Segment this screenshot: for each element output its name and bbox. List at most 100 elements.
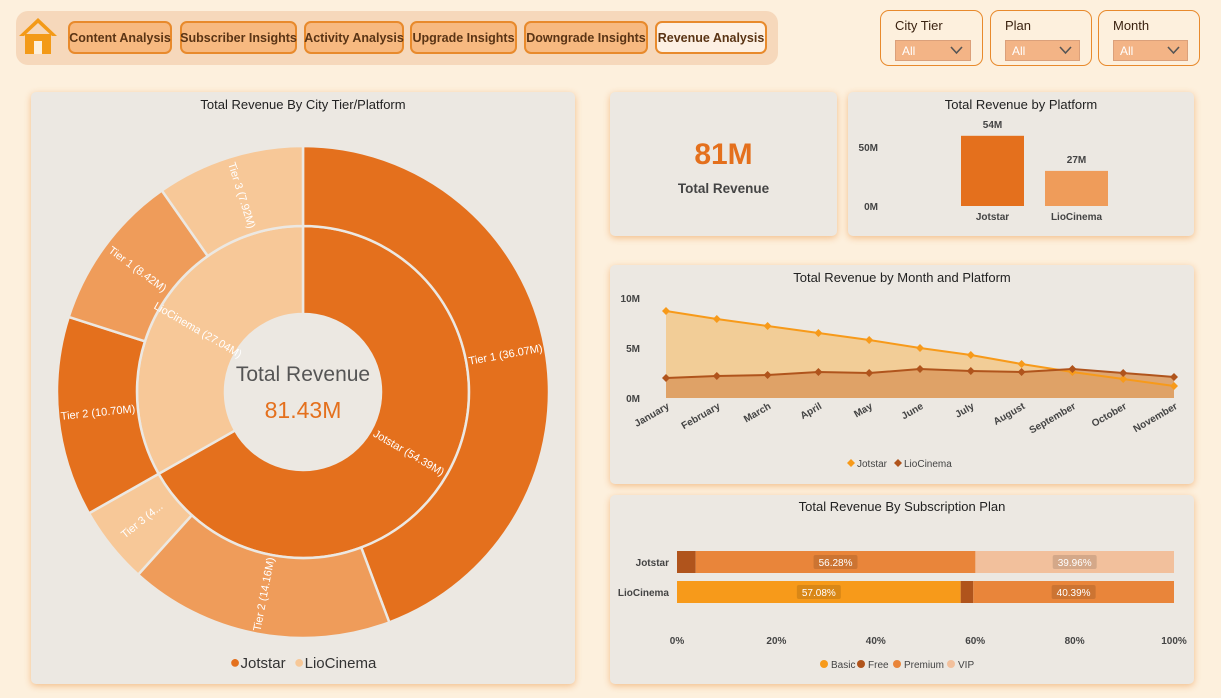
legend-label-free: Free	[868, 660, 889, 671]
bar-jotstar[interactable]	[961, 135, 1024, 206]
kpi-value: 81M	[694, 138, 753, 171]
liocinema-point[interactable]	[814, 368, 823, 376]
segment-label-bg	[796, 585, 841, 599]
filter-city-tier-value: All	[902, 44, 916, 58]
jotstar-point[interactable]	[712, 315, 721, 323]
legend-label-vip: VIP	[958, 660, 974, 671]
tab-subscriber-insights[interactable]: Subscriber Insights	[180, 21, 297, 54]
jotstar-point[interactable]	[1170, 382, 1178, 390]
legend-marker-free	[857, 660, 865, 668]
segment-data-label: 57.08%	[802, 588, 836, 599]
jotstar-point[interactable]	[662, 307, 670, 315]
jotstar-point[interactable]	[916, 344, 924, 352]
legend-label-basic: Basic	[831, 660, 855, 671]
jotstar-point[interactable]	[966, 351, 975, 359]
liocinema-point[interactable]	[712, 372, 721, 380]
platform-bar-chart: 50M 0M 54M Jotstar 27M LioCinema	[859, 120, 1108, 223]
sunburst-outer-liocinema-tier-3[interactable]	[160, 144, 305, 258]
filter-plan-dropdown[interactable]: All	[1005, 40, 1080, 61]
segment-jotstar-free[interactable]	[677, 551, 696, 573]
liocinema-point[interactable]	[763, 371, 772, 379]
x-tick-label: May	[852, 401, 875, 420]
sunburst-outer-jotstar-tier-1[interactable]	[301, 144, 551, 624]
x-tick-label: November	[1132, 401, 1180, 435]
legend-dot-liocinema: ●	[293, 652, 305, 672]
y-tick-label: 50M	[859, 143, 878, 154]
jotstar-point[interactable]	[763, 322, 772, 330]
segment-label-bg	[1051, 585, 1096, 599]
legend-marker-vip	[947, 660, 955, 668]
bar-data-label: 27M	[1067, 155, 1086, 166]
segment-label-bg	[1052, 555, 1097, 569]
segment-data-label: 56.28%	[819, 558, 853, 569]
legend-dot-jotstar: ●	[229, 652, 241, 672]
legend-marker-jotstar	[847, 459, 855, 467]
plan-chart-title: Total Revenue By Subscription Plan	[798, 499, 1006, 514]
y-tick-label: 0M	[626, 394, 640, 405]
liocinema-area	[666, 369, 1174, 398]
jotstar-point[interactable]	[865, 336, 874, 344]
x-tick-label: October	[1090, 401, 1129, 430]
revenue-by-plan-card: Total Revenue By Subscription Plan Jotst…	[610, 495, 1194, 684]
x-tick-label: 80%	[1065, 636, 1085, 647]
sunburst-center-value: 81.43M	[265, 397, 342, 423]
segment-jotstar-premium[interactable]	[695, 551, 976, 573]
x-tick-label: February	[680, 401, 723, 432]
y-tick-label: 5M	[626, 344, 640, 355]
jotstar-point[interactable]	[814, 329, 823, 337]
chevron-down-icon	[1059, 46, 1072, 55]
tab-activity-analysis[interactable]: Activity Analysis	[304, 21, 404, 54]
platform-chart-title: Total Revenue by Platform	[944, 97, 1098, 112]
filter-month-label: Month	[1113, 18, 1150, 33]
legend-label-jotstar: Jotstar	[857, 459, 888, 470]
liocinema-point[interactable]	[662, 374, 670, 382]
legend-label-jotstar: Jotstar	[240, 655, 286, 672]
x-tick-label: January	[633, 401, 672, 430]
liocinema-point[interactable]	[1119, 369, 1128, 377]
plan-chart-legend: Basic Free Premium VIP	[820, 660, 974, 671]
plan-stacked-bar-chart: Jotstar 56.28% 39.96% LioCinema 57.08% 40.39%…	[618, 551, 1187, 671]
liocinema-point[interactable]	[1170, 373, 1178, 381]
sunburst-legend: ●Jotstar ●LioCinema	[31, 652, 575, 673]
tab-upgrade-insights[interactable]: Upgrade Insights	[410, 21, 517, 54]
filter-city-tier-label: City Tier	[895, 18, 943, 33]
x-tick-label: 0%	[670, 636, 685, 647]
x-tick-label: June	[900, 401, 926, 422]
segment-liocinema-premium[interactable]	[973, 581, 1174, 603]
legend-label-premium: Premium	[904, 660, 944, 671]
home-icon[interactable]	[18, 16, 58, 56]
chevron-down-icon	[950, 46, 963, 55]
bar-category-label: LioCinema	[1051, 212, 1103, 223]
month-chart-legend: Jotstar LioCinema	[847, 459, 952, 470]
jotstar-point[interactable]	[1017, 360, 1026, 368]
filter-city-tier-dropdown[interactable]: All	[895, 40, 971, 61]
kpi-card: 81M Total Revenue	[610, 92, 837, 236]
liocinema-point[interactable]	[1017, 368, 1026, 376]
revenue-by-platform-card: Total Revenue by Platform 50M 0M 54M Jotsta…	[848, 92, 1194, 236]
jotstar-point[interactable]	[1119, 375, 1128, 383]
filter-month-dropdown[interactable]: All	[1113, 40, 1188, 61]
x-tick-label: 100%	[1161, 636, 1187, 647]
segment-data-label: 39.96%	[1058, 558, 1092, 569]
tab-revenue-analysis[interactable]: Revenue Analysis	[655, 21, 767, 54]
chevron-down-icon	[1167, 46, 1180, 55]
legend-marker-basic	[820, 660, 828, 668]
filter-plan: Plan All	[990, 10, 1092, 66]
liocinema-point[interactable]	[916, 365, 924, 373]
bar-liocinema[interactable]	[1045, 170, 1108, 206]
segment-liocinema-free[interactable]	[960, 581, 974, 603]
liocinema-point[interactable]	[966, 367, 975, 375]
legend-marker-premium	[893, 660, 901, 668]
revenue-by-month-card: Total Revenue by Month and Platform 10M 5…	[610, 265, 1194, 484]
liocinema-point[interactable]	[865, 369, 874, 377]
segment-jotstar-vip[interactable]	[975, 551, 1174, 573]
segment-data-label: 40.39%	[1057, 588, 1091, 599]
bar-category-label: Jotstar	[976, 212, 1009, 223]
segment-liocinema-basic[interactable]	[677, 581, 961, 603]
tab-downgrade-insights[interactable]: Downgrade Insights	[524, 21, 648, 54]
liocinema-point[interactable]	[1068, 365, 1077, 373]
tab-content-analysis[interactable]: Content Analysis	[68, 21, 172, 54]
revenue-by-city-tier-card: Total Revenue By City Tier/Platform Jots…	[31, 92, 575, 684]
y-tick-label: 0M	[864, 202, 878, 213]
